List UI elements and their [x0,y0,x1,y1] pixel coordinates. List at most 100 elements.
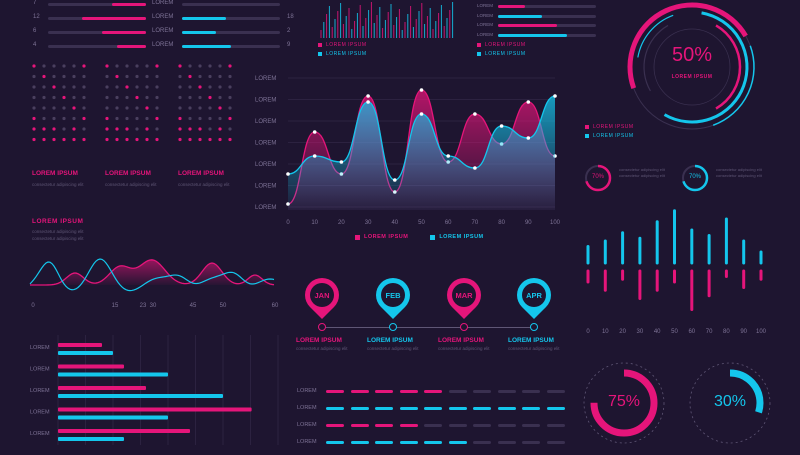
gauge-fill [584,164,612,192]
bar-fill-pink [498,5,526,8]
wave-subtext-line: consectetur adipiscing elit [32,229,84,234]
matrix-dot [125,116,129,121]
legend-label: LOREM IPSUM [326,51,367,57]
matrix-dot [115,74,119,79]
y-tick-label: LOREM [255,119,276,125]
matrix-dot [62,95,66,100]
area-chart: LOREM LOREM LOREM LOREM LOREM LOREM LOREM 0 10 20… [255,76,561,226]
bar-track [182,45,280,48]
matrix-dot [115,85,119,89]
x-tick-label: 70 [472,220,479,226]
matrix-dot [82,85,86,89]
matrix-dot [72,116,76,121]
row-label: LOREM [152,14,174,20]
dash-segment [375,407,393,410]
matrix-dot [62,85,66,89]
matrix-dot [115,137,119,142]
dash-segment [448,441,467,444]
matrix-dot [62,64,66,68]
x-tick-label: 20 [338,220,345,226]
dash-segment [424,441,442,444]
x-tick-label: 90 [525,220,532,226]
x-tick-label: 23 [140,303,147,309]
matrix-dot [178,106,182,110]
matrix-dot [178,127,182,131]
matrix-dot [82,127,86,131]
small-gauge-value: 70% [591,174,604,180]
matrix-dot [188,95,192,100]
row-label: LOREM [30,367,50,373]
dash-segment [350,441,369,444]
bar-fill-pink [498,24,557,27]
dash-segment [473,424,491,427]
matrix-dot [145,85,149,89]
dash-segment [448,390,467,393]
matrix-dot [62,74,66,79]
gauge-arc-cyan [663,11,749,124]
wave-line-pink [30,259,275,286]
top-spike-chart [320,2,454,38]
matrix-dot [155,64,159,68]
bar-track [48,17,146,20]
gauge-arc-pink [627,2,748,90]
legend-swatch-cyan [585,134,589,138]
matrix-dot [72,85,76,89]
wave-subtext: consectetur adipiscing elit consectetur … [32,228,92,242]
x-tick-label: 0 [31,303,35,309]
bar-cyan [58,437,124,441]
data-point [446,154,450,158]
row-label: LOREM [30,388,50,394]
matrix-dot [208,106,212,110]
matrix-dot [42,116,46,121]
dash-segment [522,441,540,444]
matrix-dot [52,116,56,121]
row-label: LOREM [30,431,50,437]
matrix-caption: LOREM IPSUM [32,170,78,177]
big-gauge-legend: LOREM IPSUM LOREM IPSUM [585,124,634,139]
bar-fill-cyan [182,17,227,20]
matrix-dot [218,127,222,131]
bar-pink [58,364,124,369]
pin-caption: LOREM IPSUM [438,337,484,344]
matrix-dot [105,85,109,89]
dash-segment [326,441,344,444]
big-gauge-value: 50% [671,44,713,66]
small-gauge [681,164,709,192]
bar-track [498,14,596,18]
big-gauge-label: LOREM IPSUM [671,74,713,80]
row-label: LOREM [297,405,317,411]
pin-caption: LOREM IPSUM [508,337,554,344]
matrix-dot [105,74,109,79]
dash-segment [448,407,467,410]
legend-label: LOREM IPSUM [593,124,634,130]
dash-segment [375,424,393,427]
wave-line-cyan [29,258,275,292]
gauge-arc-track [643,24,669,92]
dash-segment [497,407,516,410]
x-tick-label: 20 [619,329,626,335]
dash-segment [522,407,540,410]
top-spike-legend: LOREM IPSUM LOREM IPSUM [318,42,367,57]
matrix-dot [42,106,46,110]
matrix-dot [228,74,232,79]
matrix-dot [62,127,66,131]
bar-cyan [58,415,168,420]
timeline-node [530,323,538,331]
matrix-dot [188,74,192,79]
bar-track [498,33,596,37]
x-tick-label: 60 [272,303,279,309]
x-tick-label: 40 [391,220,398,226]
legend-label: LOREM IPSUM [485,51,526,57]
timeline-pin: JAN [297,270,347,320]
matrix-dot [228,64,232,68]
x-tick-label: 50 [671,329,678,335]
matrix-dot [228,106,232,110]
row-label: LOREM [297,439,317,445]
matrix-dot [42,85,46,89]
matrix-dot [125,127,129,131]
matrix-dot [145,74,149,79]
matrix-dot [178,116,182,121]
matrix-dot [188,137,192,142]
matrix-dot [125,106,129,110]
x-tick-label: 80 [498,220,505,226]
